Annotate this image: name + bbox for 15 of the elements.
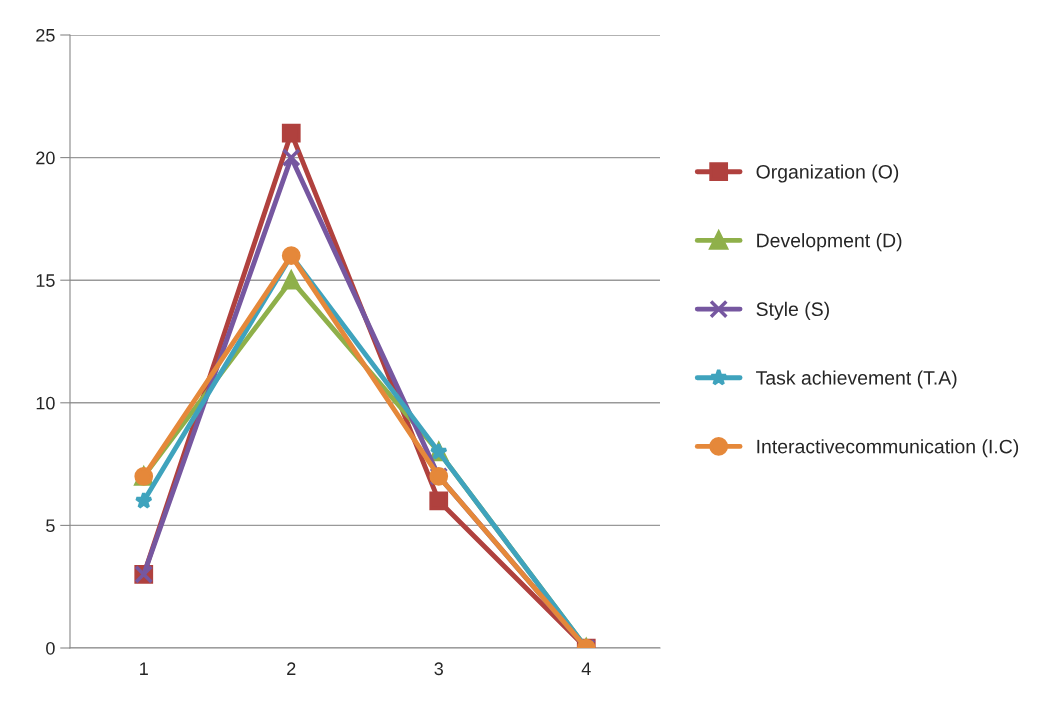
x-tick-label: 4: [581, 662, 591, 675]
x-tick-label: 3: [434, 662, 443, 676]
legend-label: Organization (O): [756, 164, 899, 183]
legend-label: Interactivecommunication (I.C): [757, 439, 1019, 458]
y-tick-label: 15: [36, 274, 55, 287]
legend-label: Development (D): [757, 233, 902, 252]
x-tick-label: 2: [287, 662, 296, 675]
legend-label: Task achievement (T.A): [756, 370, 957, 389]
y-tick-label: 10: [36, 396, 55, 410]
y-tick-label: 0: [46, 641, 55, 655]
legend-label: Style (S): [756, 301, 829, 320]
y-tick-label: 25: [36, 28, 55, 42]
y-tick-label: 5: [46, 519, 55, 533]
y-tick-label: 20: [36, 151, 55, 165]
x-tick-label: 1: [140, 662, 148, 675]
